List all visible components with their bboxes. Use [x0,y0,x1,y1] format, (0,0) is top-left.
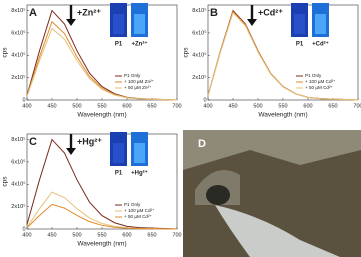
x-tick-label: 700 [353,103,361,109]
inset-glow [113,14,124,34]
x-axis-label: Wavelength (nm) [77,241,126,248]
inset-glow [315,14,326,34]
y-tick-label: 8x10⁵ [11,7,25,14]
inset-label: P1 [115,42,123,48]
y-tick-label: 6x10⁵ [11,158,25,165]
x-tick-label: 600 [122,232,131,238]
x-tick-label: 700 [172,103,181,109]
series-line [26,191,178,230]
x-tick-label: 650 [328,103,337,109]
y-tick-label: 2x10⁵ [11,74,25,81]
series-line [26,20,178,101]
y-tick-label: 0 [203,97,206,103]
y-axis-label: cps [183,47,190,58]
annotation-arrowhead [66,148,76,155]
x-tick-label: 500 [253,103,262,109]
annotation: +Zn²⁺ [77,7,101,17]
chart-panel: 0 2x10⁵ 4x10⁵ 6x10⁵ 8x10⁵ 400 450 500 550 600 650 7… [183,3,361,119]
x-tick-label: 500 [72,103,81,109]
chart-panel: 0 2x10⁵ 4x10⁵ 6x10⁵ 8x10⁵ 400 450 500 550 600 650 7… [2,3,182,119]
x-tick-label: 450 [47,103,56,109]
x-tick-label: 400 [22,103,31,109]
photo-arch [206,185,230,205]
x-tick-label: 450 [47,232,56,238]
x-tick-label: 550 [278,103,287,109]
y-tick-label: 4x10⁵ [192,52,206,59]
inset-label: P1 [296,42,304,48]
x-tick-label: 450 [228,103,237,109]
legend-label: + 100 µM Zn²⁺ [124,79,155,84]
legend-label: + 50 µM Cd²⁺ [124,214,152,219]
inset-glow [134,143,145,163]
legend-label: P1 Only [124,202,141,207]
y-tick-label: 6x10⁵ [11,29,25,36]
inset-label: +Zn²⁺ [132,41,148,48]
panel-label: C [29,136,37,148]
chart-panel: 0 2x10⁵ 4x10⁵ 6x10⁵ 8x10⁵ 400 450 500 550 600 650 7… [2,132,182,248]
series-line [207,11,359,101]
x-tick-label: 600 [303,103,312,109]
y-tick-label: 8x10⁵ [11,136,25,143]
x-tick-label: 400 [203,103,212,109]
y-tick-label: 6x10⁵ [192,29,206,36]
photo-panel: D [183,130,361,257]
y-tick-label: 2x10⁵ [11,203,25,210]
inset-label: +Hg²⁺ [131,170,148,177]
inset-glow [113,143,124,163]
inset-glow [134,14,145,34]
annotation: +Cd²⁺ [258,7,283,17]
x-tick-label: 650 [147,232,156,238]
legend-label: + 100 µM Cd²⁺ [124,208,155,213]
y-axis-label: cps [2,176,9,187]
inset-label: P1 [115,171,123,177]
x-tick-label: 500 [72,232,81,238]
x-axis-label: Wavelength (nm) [77,112,126,119]
x-tick-label: 400 [22,232,31,238]
series-line [26,27,178,101]
legend-label: + 50 µM Cd²⁺ [305,85,333,90]
x-tick-label: 600 [122,103,131,109]
x-tick-label: 700 [172,232,181,238]
legend-label: + 100 µM Cd²⁺ [305,79,336,84]
x-tick-label: 650 [147,103,156,109]
annotation: +Hg²⁺ [77,136,102,146]
y-tick-label: 0 [22,226,25,232]
x-tick-label: 550 [97,232,106,238]
x-axis-label: Wavelength (nm) [258,112,307,119]
y-tick-label: 0 [22,97,25,103]
y-axis-label: cps [2,47,9,58]
series-line [26,9,178,101]
y-tick-label: 4x10⁵ [11,52,25,59]
panel-label: A [29,7,37,19]
y-tick-label: 2x10⁵ [192,74,206,81]
panel-label: D [198,138,206,150]
legend-label: + 50 µM Zn²⁺ [124,85,152,90]
legend-label: P1 Only [124,73,141,78]
photo-stream [215,205,340,257]
panel-label: B [210,7,218,19]
annotation-arrowhead [66,19,76,26]
y-tick-label: 8x10⁵ [192,7,206,14]
inset-label: +Cd²⁺ [312,41,329,48]
inset-glow [294,14,305,34]
y-tick-label: 4x10⁵ [11,181,25,188]
series-line [26,203,178,230]
series-line [26,138,178,230]
x-tick-label: 550 [97,103,106,109]
legend-label: P1 Only [305,73,322,78]
annotation-arrowhead [247,19,257,26]
